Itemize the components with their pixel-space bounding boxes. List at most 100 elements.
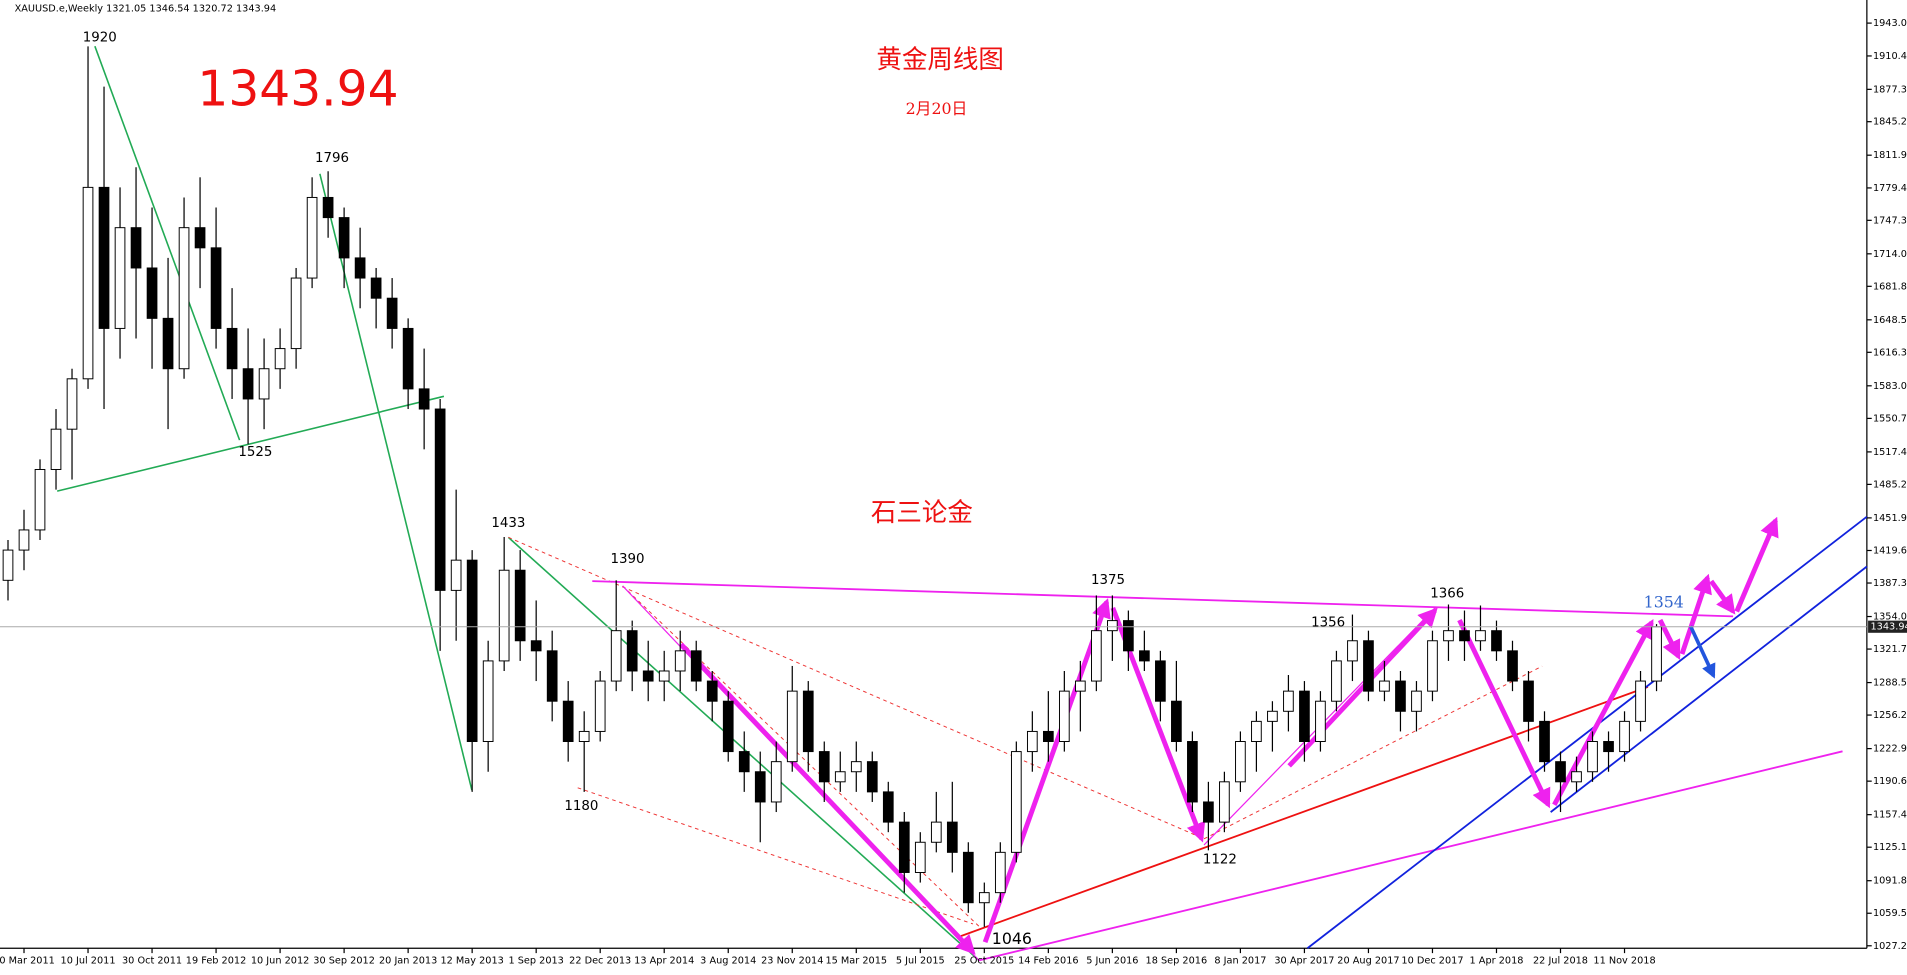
y-tick-label: 1321.75 bbox=[1873, 644, 1907, 655]
y-tick-label: 1451.95 bbox=[1873, 513, 1907, 524]
x-tick-label: 30 Sep 2012 bbox=[313, 955, 375, 966]
candle-body bbox=[274, 348, 286, 370]
x-tick-label: 1 Apr 2018 bbox=[1470, 955, 1524, 966]
candle-body bbox=[1603, 741, 1614, 753]
x-tick-label: 14 Feb 2016 bbox=[1018, 955, 1079, 966]
channel-line bbox=[1306, 515, 1868, 949]
y-tick-label: 1616.30 bbox=[1873, 347, 1907, 358]
x-tick-label: 22 Jul 2018 bbox=[1533, 955, 1588, 966]
candle-body bbox=[418, 388, 430, 410]
candle-body bbox=[162, 317, 174, 370]
candle-body bbox=[898, 821, 910, 873]
candle-body bbox=[770, 761, 782, 803]
candle-body bbox=[1539, 720, 1550, 763]
candle-body bbox=[370, 277, 382, 299]
candle-body bbox=[850, 761, 862, 773]
candle-body bbox=[786, 690, 798, 763]
x-tick-label: 12 May 2013 bbox=[440, 955, 503, 966]
candle-body bbox=[994, 851, 1006, 894]
x-tick-label: 25 Oct 2015 bbox=[954, 955, 1014, 966]
y-tick-label: 1419.60 bbox=[1873, 545, 1907, 556]
y-tick-label: 1387.30 bbox=[1873, 578, 1907, 589]
candle-body bbox=[690, 650, 702, 682]
candle-body bbox=[1379, 680, 1390, 692]
candle-body bbox=[386, 297, 398, 329]
candle-body bbox=[1363, 640, 1374, 692]
price-annotation: 1046 bbox=[992, 929, 1032, 948]
candle-body bbox=[930, 821, 942, 843]
candle-body bbox=[1283, 690, 1294, 712]
candle-body bbox=[1523, 680, 1534, 722]
candle-body bbox=[322, 196, 334, 219]
arrow bbox=[1734, 516, 1779, 613]
price-annotation: 1390 bbox=[611, 552, 645, 567]
candle-body bbox=[338, 217, 350, 259]
candle-body bbox=[530, 640, 542, 652]
candle-body bbox=[178, 227, 190, 370]
x-tick-label: 8 Jan 2017 bbox=[1214, 955, 1266, 966]
candle-body bbox=[1299, 690, 1310, 742]
y-tick-label: 1943.05 bbox=[1873, 18, 1907, 29]
candle-body bbox=[1251, 720, 1262, 742]
candle-body bbox=[226, 327, 238, 370]
y-tick-label: 1256.25 bbox=[1873, 710, 1907, 721]
candle-body bbox=[1091, 630, 1102, 682]
price-annotation: 1354 bbox=[1644, 592, 1684, 611]
x-tick-label: 10 Dec 2017 bbox=[1401, 955, 1463, 966]
arrow bbox=[1709, 579, 1736, 615]
y-tick-label: 1910.45 bbox=[1873, 51, 1907, 62]
candle-body bbox=[658, 670, 670, 682]
channel-line bbox=[1550, 565, 1868, 813]
candles bbox=[2, 46, 1662, 927]
x-tick-label: 1 Sep 2013 bbox=[508, 955, 563, 966]
y-tick-label: 1091.85 bbox=[1873, 876, 1907, 887]
y-tick-label: 1714.05 bbox=[1873, 249, 1907, 260]
candle-body bbox=[18, 529, 30, 551]
price-annotation: 1796 bbox=[315, 151, 349, 166]
last-price-label: 1343.94 bbox=[1871, 622, 1907, 633]
arrow bbox=[1679, 573, 1712, 655]
candle-body bbox=[258, 368, 270, 400]
candle-body bbox=[434, 408, 446, 591]
candle-body bbox=[306, 196, 318, 279]
candle-body bbox=[706, 680, 718, 702]
x-tick-label: 19 Feb 2012 bbox=[186, 955, 247, 966]
y-tick-label: 1157.40 bbox=[1873, 810, 1907, 821]
symbol-header: XAUUSD.e,Weekly 1321.05 1346.54 1320.72 … bbox=[15, 4, 277, 15]
candle-body bbox=[1235, 741, 1246, 783]
candle-body bbox=[722, 700, 734, 753]
y-tick-label: 1681.80 bbox=[1873, 281, 1907, 292]
price-annotation: 1356 bbox=[1311, 615, 1345, 630]
candle-body bbox=[802, 690, 814, 753]
date-note: 2月20日 bbox=[906, 99, 968, 118]
candle-body bbox=[1331, 660, 1342, 702]
candle-body bbox=[1219, 781, 1230, 823]
candle-body bbox=[2, 549, 14, 581]
channel-line bbox=[1203, 665, 1543, 840]
price-annotation: 1180 bbox=[564, 799, 598, 814]
trend-drawings bbox=[56, 45, 1868, 962]
x-tick-label: 5 Jun 2016 bbox=[1086, 955, 1138, 966]
candle-body bbox=[210, 247, 222, 329]
candle-body bbox=[642, 670, 654, 682]
support-line bbox=[978, 750, 1843, 962]
candle-body bbox=[1139, 650, 1150, 662]
candle-body bbox=[1267, 710, 1278, 722]
candle-body bbox=[114, 227, 126, 329]
candle-body bbox=[626, 630, 638, 672]
trend-line bbox=[319, 173, 473, 791]
candle-body bbox=[578, 730, 590, 742]
candle-body bbox=[1395, 680, 1406, 712]
chart-heading: 黄金周线图 bbox=[876, 45, 1004, 75]
x-tick-label: 10 Jun 2012 bbox=[251, 955, 309, 966]
candle-body bbox=[1203, 801, 1214, 823]
x-tick-label: 23 Nov 2014 bbox=[761, 955, 823, 966]
price-annotation: 1525 bbox=[238, 445, 272, 460]
candle-body bbox=[354, 257, 366, 279]
candle-body bbox=[242, 368, 254, 400]
candle-body bbox=[194, 227, 206, 249]
candle-body bbox=[1459, 630, 1470, 642]
y-tick-label: 1648.55 bbox=[1873, 315, 1907, 326]
candle-body bbox=[738, 751, 750, 773]
